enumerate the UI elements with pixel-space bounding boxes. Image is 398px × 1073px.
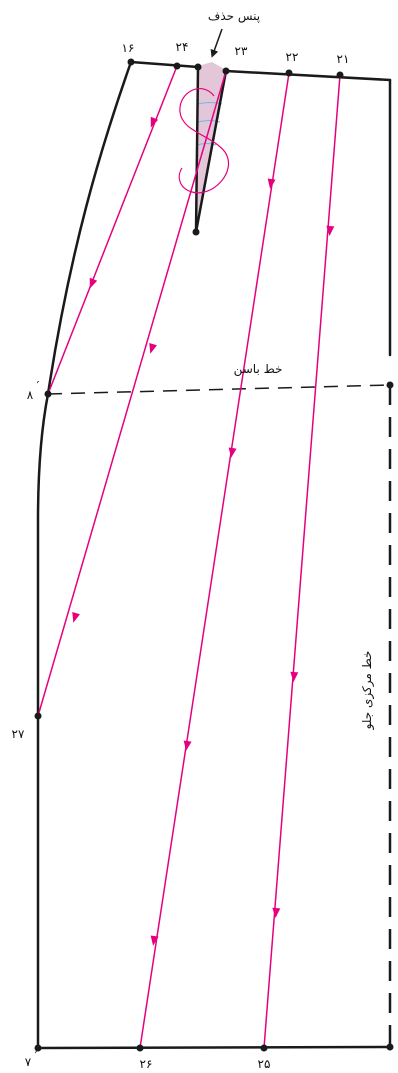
guide-arrow	[290, 671, 299, 682]
pattern-outline	[36, 60, 392, 1050]
guide-arrow	[150, 935, 159, 946]
guide-arrow	[72, 612, 80, 623]
dart-pointer-arrow	[210, 28, 223, 58]
guide-arrow	[150, 116, 159, 128]
point-label-22: ۲۲	[286, 50, 299, 64]
point-label-27: ۲۷	[12, 727, 25, 741]
point-label-8: ۸	[27, 388, 34, 402]
point-16	[127, 58, 135, 66]
point-dart-tip	[192, 228, 200, 236]
guide-line-21-25	[263, 74, 341, 1049]
point-25	[260, 1044, 268, 1052]
center-front-line-label: خط مرکزی جلو	[360, 651, 375, 731]
point-22	[285, 69, 293, 77]
point-bottom-right	[386, 1043, 394, 1051]
dart-title-label: پنس حذف	[208, 9, 260, 24]
hip-line	[47, 384, 391, 395]
point-23	[222, 67, 230, 75]
guide-arrow	[267, 178, 276, 189]
point-24	[173, 62, 181, 70]
guide-arrow	[149, 343, 157, 354]
point-label-7: ۷	[25, 1055, 32, 1069]
point-8	[44, 390, 52, 398]
guide-arrow	[228, 447, 237, 458]
point-label-26: ۲۶	[140, 1057, 153, 1071]
point-7	[34, 1044, 42, 1052]
point-21	[336, 71, 344, 79]
hip-line-label: خط باسن	[234, 362, 283, 377]
point-label-8-prime: ′	[37, 379, 40, 393]
point-hip-right	[386, 381, 394, 389]
guide-arrow	[272, 907, 281, 918]
pattern-points	[34, 58, 394, 1052]
point-label-7-prime: ′	[35, 1049, 38, 1063]
point-label-23: ۲۳	[235, 44, 248, 58]
point-label-16: ۱۶	[122, 41, 135, 55]
guide-arrow	[183, 740, 192, 751]
guide-arrow	[89, 277, 98, 289]
point-label-21: ۲۱	[337, 52, 350, 66]
guide-arrows	[72, 116, 335, 946]
dart-s-curve	[178, 87, 230, 194]
guide-line-22-26	[139, 72, 290, 1049]
point-27	[34, 712, 42, 720]
point-label-24: ۲۴	[176, 40, 189, 54]
point-dart-left	[194, 63, 202, 71]
guide-line-23-27	[37, 70, 227, 717]
point-26	[136, 1044, 144, 1052]
guide-arrow	[326, 225, 335, 236]
point-label-25: ۲۵	[258, 1057, 271, 1071]
